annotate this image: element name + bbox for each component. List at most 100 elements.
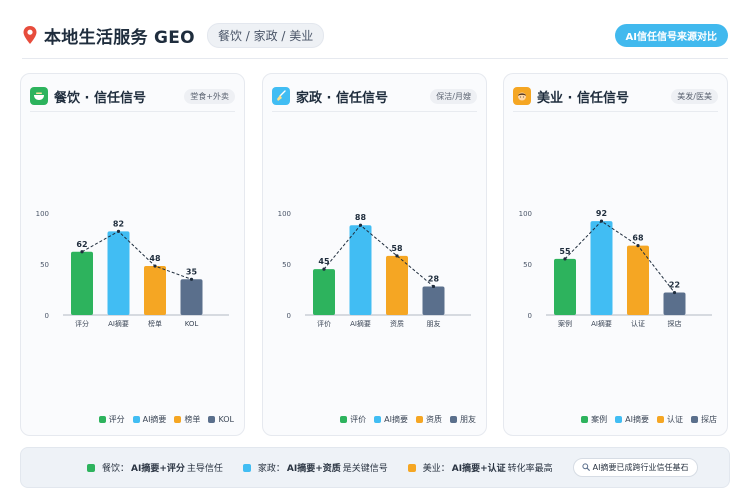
y-tick-label: 0 [528,312,532,320]
broom-icon [272,87,290,105]
summary-prefix: 餐饮： [102,464,130,474]
panel-tag: 美发/医美 [671,88,718,104]
data-label: 28 [428,274,440,283]
x-tick-label: AI摘要 [108,319,129,328]
legend-item: AI摘要 [615,414,649,425]
legend-swatch [691,416,698,423]
legend-swatch [615,416,623,423]
x-tick-label: 认证 [631,319,645,328]
legend-swatch [450,416,457,423]
bar [627,245,649,315]
trend-point [189,277,194,281]
legend-item: AI摘要 [374,414,408,425]
legend-swatch [657,416,664,423]
x-tick-label: 案例 [558,319,572,328]
panel-divider [513,111,718,112]
data-label: 68 [632,234,644,243]
summary-color-dot [87,463,95,472]
panel-beauty: 美业 · 信任信号 美发/医美 0 50 100 55 案例 92 AI摘要 68 认证 22 探店… [503,73,728,436]
panel-divider [30,111,235,112]
data-label: 58 [391,244,403,253]
trend-line [81,230,192,280]
y-tick-label: 50 [523,261,532,269]
x-tick-label: 评价 [317,320,331,328]
x-tick-label: AI摘要 [350,319,371,328]
summary-suffix: 转化率最高 [507,464,553,474]
header-divider [22,58,728,59]
trend-point [636,244,640,248]
summary-badge: AI摘要已成跨行业信任基石 [572,458,698,477]
bar [71,251,93,315]
summary-bar: 餐饮： AI摘要+评分 主导信任 家政： AI摘要+资质 是关键信号 美业： AI摘要+认… [20,447,730,488]
summary-prefix: 家政： [257,464,285,474]
legend-item: 榜单 [174,414,200,425]
trend-point [395,254,399,258]
summary-highlight: AI摘要+评分 [131,464,185,474]
summary-suffix: 主导信任 [186,464,223,474]
legend-item: 案例 [581,414,607,425]
legend-swatch [416,416,423,423]
legend-label: 认证 [667,415,683,424]
location-pin-icon [22,25,38,45]
data-label: 62 [76,240,87,249]
data-label: 88 [355,213,367,222]
legend-item: 朋友 [450,414,476,425]
summary-item-catering: 餐饮： AI摘要+评分 主导信任 [87,461,223,474]
x-tick-label: 探店 [668,319,682,328]
page-title: 本地生活服务 GEO [44,27,195,48]
panel-title: 餐饮 · 信任信号 [54,90,146,106]
legend-label: 榜单 [184,415,201,424]
summary-suffix: 是关键信号 [342,464,388,474]
legend-label: 朋友 [460,415,476,424]
summary-item-housekeeping: 家政： AI摘要+资质 是关键信号 [242,461,388,474]
y-tick-label: 50 [282,261,291,269]
header: 本地生活服务 GEO 餐饮 / 家政 / 美业 AI信任信号来源对比 [22,20,728,50]
panel-title: 家政 · 信任信号 [296,90,388,106]
trend-point [563,257,567,261]
panel-divider [272,111,477,112]
x-tick-label: 朋友 [427,319,441,328]
summary-highlight: AI摘要+资质 [286,464,341,474]
trend-line [323,224,434,287]
bowl-icon [30,87,48,105]
data-label: 48 [149,254,161,263]
legend-item: 认证 [657,414,683,425]
panel-title: 美业 · 信任信号 [537,90,629,106]
data-label: 92 [596,209,607,218]
x-tick-label: AI摘要 [591,319,612,328]
trend-point [672,290,677,295]
trust-signal-compare-button[interactable]: AI信任信号来源对比 [614,23,728,47]
y-tick-label: 0 [287,312,291,320]
summary-item-beauty: 美业： AI摘要+认证 转化率最高 [407,461,553,474]
legend-label: 案例 [591,415,608,424]
legend-item: AI摘要 [132,414,167,425]
bar [554,258,576,315]
bar-chart-housekeeping: 0 50 100 45 评价 88 AI摘要 58 资质 28 朋友 [278,210,471,328]
legend-item: KOL [208,415,234,424]
panel-catering: 餐饮 · 信任信号 堂食+外卖 0 50 100 62 评分 82 AI摘要 48 榜单 35 KO… [20,73,245,436]
y-tick-label: 100 [278,210,291,218]
panel-housekeeping: 家政 · 信任信号 保洁/月嫂 0 50 100 45 评价 88 AI摘要 58 资质 28 朋友… [262,73,487,436]
summary-color-dot [242,463,251,472]
trend-point [358,223,363,227]
legend-swatch [174,416,182,423]
category-chip: 餐饮 / 家政 / 美业 [206,22,325,48]
bar [107,231,130,315]
bar [180,279,203,315]
x-tick-label: 评分 [75,319,89,328]
summary-color-dot [407,463,416,472]
legend-label: KOL [218,415,234,424]
legend-swatch [208,416,216,423]
chart-legend: 评价 AI摘要 资质 朋友 [332,414,476,425]
legend-label: 评分 [108,415,125,424]
summary-badge-label: AI摘要已成跨行业信任基石 [592,463,689,472]
data-label: 35 [186,267,198,276]
summary-prefix: 美业： [422,464,450,474]
legend-swatch [374,416,382,423]
trend-line [564,220,675,293]
data-label: 55 [559,247,571,256]
legend-label: AI摘要 [142,415,167,424]
data-label: 22 [669,281,680,290]
legend-swatch [98,416,106,423]
legend-label: AI摘要 [625,415,649,424]
